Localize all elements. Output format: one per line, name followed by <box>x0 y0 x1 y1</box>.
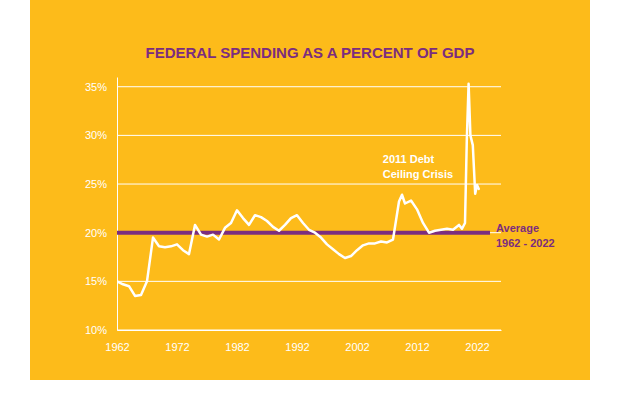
average-label-line: 1962 - 2022 <box>496 237 555 249</box>
y-tick: 30% <box>85 129 117 141</box>
grid-line <box>117 135 501 136</box>
x-tick: 1982 <box>225 330 249 353</box>
x-tick: 1962 <box>105 330 129 353</box>
x-tick-label: 2012 <box>405 341 429 353</box>
background <box>30 0 590 380</box>
grid-line <box>117 232 501 233</box>
x-tick-label: 1962 <box>105 341 129 353</box>
x-tick: 1972 <box>165 330 189 353</box>
grid-line <box>117 330 501 331</box>
x-tick: 2022 <box>465 330 489 353</box>
average-label: Average 1962 - 2022 <box>496 222 555 249</box>
grid-line <box>117 86 501 87</box>
y-tick-label: 30% <box>85 129 107 141</box>
annotation-line: Ceiling Crisis <box>383 168 453 180</box>
series-line <box>117 84 479 296</box>
annotation-line: 2011 Debt <box>383 153 435 165</box>
x-tick-label: 2002 <box>345 341 369 353</box>
grid-line <box>117 184 501 185</box>
plot-area <box>117 84 490 296</box>
x-tick: 2002 <box>345 330 369 353</box>
chart-svg: FEDERAL SPENDING AS A PERCENT OF GDP10%1… <box>0 0 620 400</box>
y-tick-label: 25% <box>85 178 107 190</box>
grid <box>117 87 501 330</box>
y-tick: 35% <box>85 81 117 93</box>
y-tick-label: 15% <box>85 275 107 287</box>
x-tick: 1992 <box>285 330 309 353</box>
grid-line <box>117 281 501 282</box>
chart-container: FEDERAL SPENDING AS A PERCENT OF GDP10%1… <box>0 0 620 400</box>
x-tick: 2012 <box>405 330 429 353</box>
y-axis-line <box>117 78 118 331</box>
chart-title: FEDERAL SPENDING AS A PERCENT OF GDP <box>146 44 475 61</box>
y-tick: 20% <box>85 227 117 239</box>
x-tick-label: 1992 <box>285 341 309 353</box>
y-tick-label: 35% <box>85 81 107 93</box>
y-tick-label: 20% <box>85 227 107 239</box>
y-tick-label: 10% <box>85 324 107 336</box>
average-label-line: Average <box>496 222 539 234</box>
x-tick-label: 1982 <box>225 341 249 353</box>
y-tick: 10% <box>85 324 117 336</box>
annotation: 2011 Debt Ceiling Crisis <box>383 153 453 180</box>
y-tick: 15% <box>85 275 117 287</box>
y-axis: 10% 15% 20% 25% 30% 35% <box>85 78 118 337</box>
x-tick-label: 1972 <box>165 341 189 353</box>
x-axis-line <box>118 330 502 331</box>
x-axis: 1962 1972 1982 1992 2002 2012 2022 <box>105 330 501 353</box>
x-tick-label: 2022 <box>465 341 489 353</box>
y-tick: 25% <box>85 178 117 190</box>
